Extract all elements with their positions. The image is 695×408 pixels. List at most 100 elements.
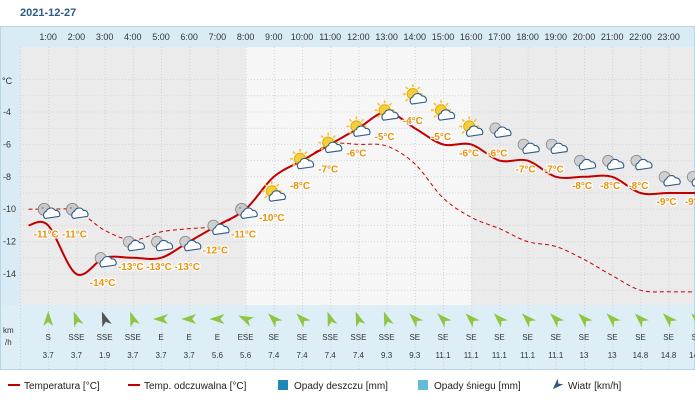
temperature-label: -7°C [318, 165, 338, 176]
sun-ray [433, 114, 437, 118]
cloud-shape [409, 93, 427, 105]
wind-direction: SE [663, 333, 674, 342]
temperature-label: -8°C [600, 181, 620, 192]
hour-header-band [0, 26, 695, 47]
y-axis-unit: °C [2, 76, 13, 86]
wind-arrow-icon [465, 313, 480, 328]
wind-arrow-shape [130, 311, 140, 328]
wind-arrow-icon [606, 313, 621, 328]
cloud-shape [578, 158, 597, 171]
wind-arrow-icon [437, 313, 452, 328]
sun-ray [320, 134, 324, 139]
sun-ray [405, 98, 409, 102]
hour-label: 4:00 [124, 32, 142, 42]
wind-speed: 14.8 [633, 351, 649, 360]
wind-arrow-shape [73, 311, 84, 328]
sun-ray [433, 102, 437, 106]
cloud-shape [155, 239, 174, 252]
cloud-shape [550, 142, 568, 155]
wind-arrow-shape [101, 311, 112, 328]
cloud-shape [663, 175, 681, 187]
wind-arrow-shape [493, 313, 508, 328]
cloudy-icon [94, 252, 117, 268]
wind-arrow-icon [550, 313, 565, 328]
temperature-label: -6°C [487, 148, 507, 159]
hour-axis: 1:00 2:00 3:00 4:00 5:00 6:00 7:00 8:00 9:00 10:0… [39, 32, 679, 42]
sun-ray [473, 118, 477, 123]
hour-label: 17:00 [488, 32, 511, 42]
hour-label: 8:00 [237, 32, 255, 42]
hour-label: 16:00 [460, 32, 483, 42]
temperature-label: -5°C [431, 132, 451, 143]
wind-arrow-icon [296, 313, 311, 328]
hour-label: 15:00 [432, 32, 455, 42]
sun-ray [388, 102, 393, 106]
temperature-label: -9°C [657, 197, 677, 208]
wind-direction: SSE [350, 333, 366, 342]
sun-ray [405, 86, 409, 90]
wind-speed: 7.4 [353, 351, 365, 360]
wind-speed: 14.8 [689, 351, 695, 360]
temperature-label: -13°C [146, 262, 172, 273]
sun-ray [417, 86, 421, 90]
legend-box-swatch [418, 380, 428, 390]
cloud-shape [184, 239, 202, 252]
cloud-shape [71, 207, 89, 219]
legend-item: Opady śniegu [mm] [418, 380, 521, 392]
sun-ray [320, 146, 324, 151]
wind-arrow-icon [153, 314, 168, 324]
sun-ray [445, 102, 449, 106]
temperature-labels: -11°C -11°C-14°C-13°C -13°C -13°C-12°C-11°C… [33, 115, 695, 290]
temperature-label: -4°C [403, 116, 423, 127]
wind-speed: 11.1 [464, 351, 480, 360]
cloudy-icon [658, 171, 681, 187]
wind-speed: 9.3 [381, 351, 393, 360]
wind-arrow-icon [493, 313, 508, 328]
wind-arrow-icon [409, 313, 424, 328]
wind-speed: 5.6 [212, 351, 224, 360]
wind-arrow-shape [296, 313, 311, 328]
y-tick-label: -14 [3, 269, 16, 279]
hour-label: 18:00 [516, 32, 539, 42]
wind-unit-h: /h [5, 338, 12, 347]
wind-direction: S [46, 333, 51, 342]
wind-direction: SSE [379, 333, 395, 342]
wind-speed: 7.4 [296, 351, 308, 360]
wind-speed: 11.1 [520, 351, 536, 360]
wind-arrow-shape [153, 314, 168, 324]
wind-speed: 13 [580, 351, 589, 360]
wind-direction: SE [550, 333, 561, 342]
wind-speed: 3.7 [155, 351, 167, 360]
wind-arrow-icon [521, 313, 537, 328]
cloudy-icon [151, 235, 174, 252]
y-axis-band [0, 26, 20, 305]
partly-sunny-icon [318, 132, 343, 154]
wind-direction: SE [579, 333, 590, 342]
temperature-label: -8°C [628, 181, 648, 192]
cloud-shape [268, 190, 286, 202]
temperature-label: -13°C [118, 262, 144, 273]
cloud-shape [127, 239, 145, 252]
wind-arrow-icon [43, 311, 54, 326]
sun-ray [461, 118, 465, 123]
wind-arrow-icon [552, 378, 564, 390]
cloud-shape [296, 157, 315, 170]
wind-direction: E [215, 333, 220, 342]
cloud-shape [437, 109, 456, 121]
sun-ray [360, 118, 365, 123]
cloud-shape [522, 142, 540, 155]
y-tick-label: -12 [3, 237, 16, 247]
wind-arrow-icon [73, 311, 84, 328]
temperature-label: -10°C [259, 213, 285, 224]
wind-direction: SE [466, 333, 477, 342]
wind-direction: SE [635, 333, 646, 342]
cloud-shape [635, 158, 653, 171]
cloudy-icon [602, 154, 625, 171]
wind-arrow-shape [521, 313, 537, 328]
wind-arrow-shape [465, 313, 480, 328]
sun-ray [292, 151, 296, 155]
wind-speed: 5.6 [240, 351, 252, 360]
cloudy-icon [489, 122, 512, 138]
